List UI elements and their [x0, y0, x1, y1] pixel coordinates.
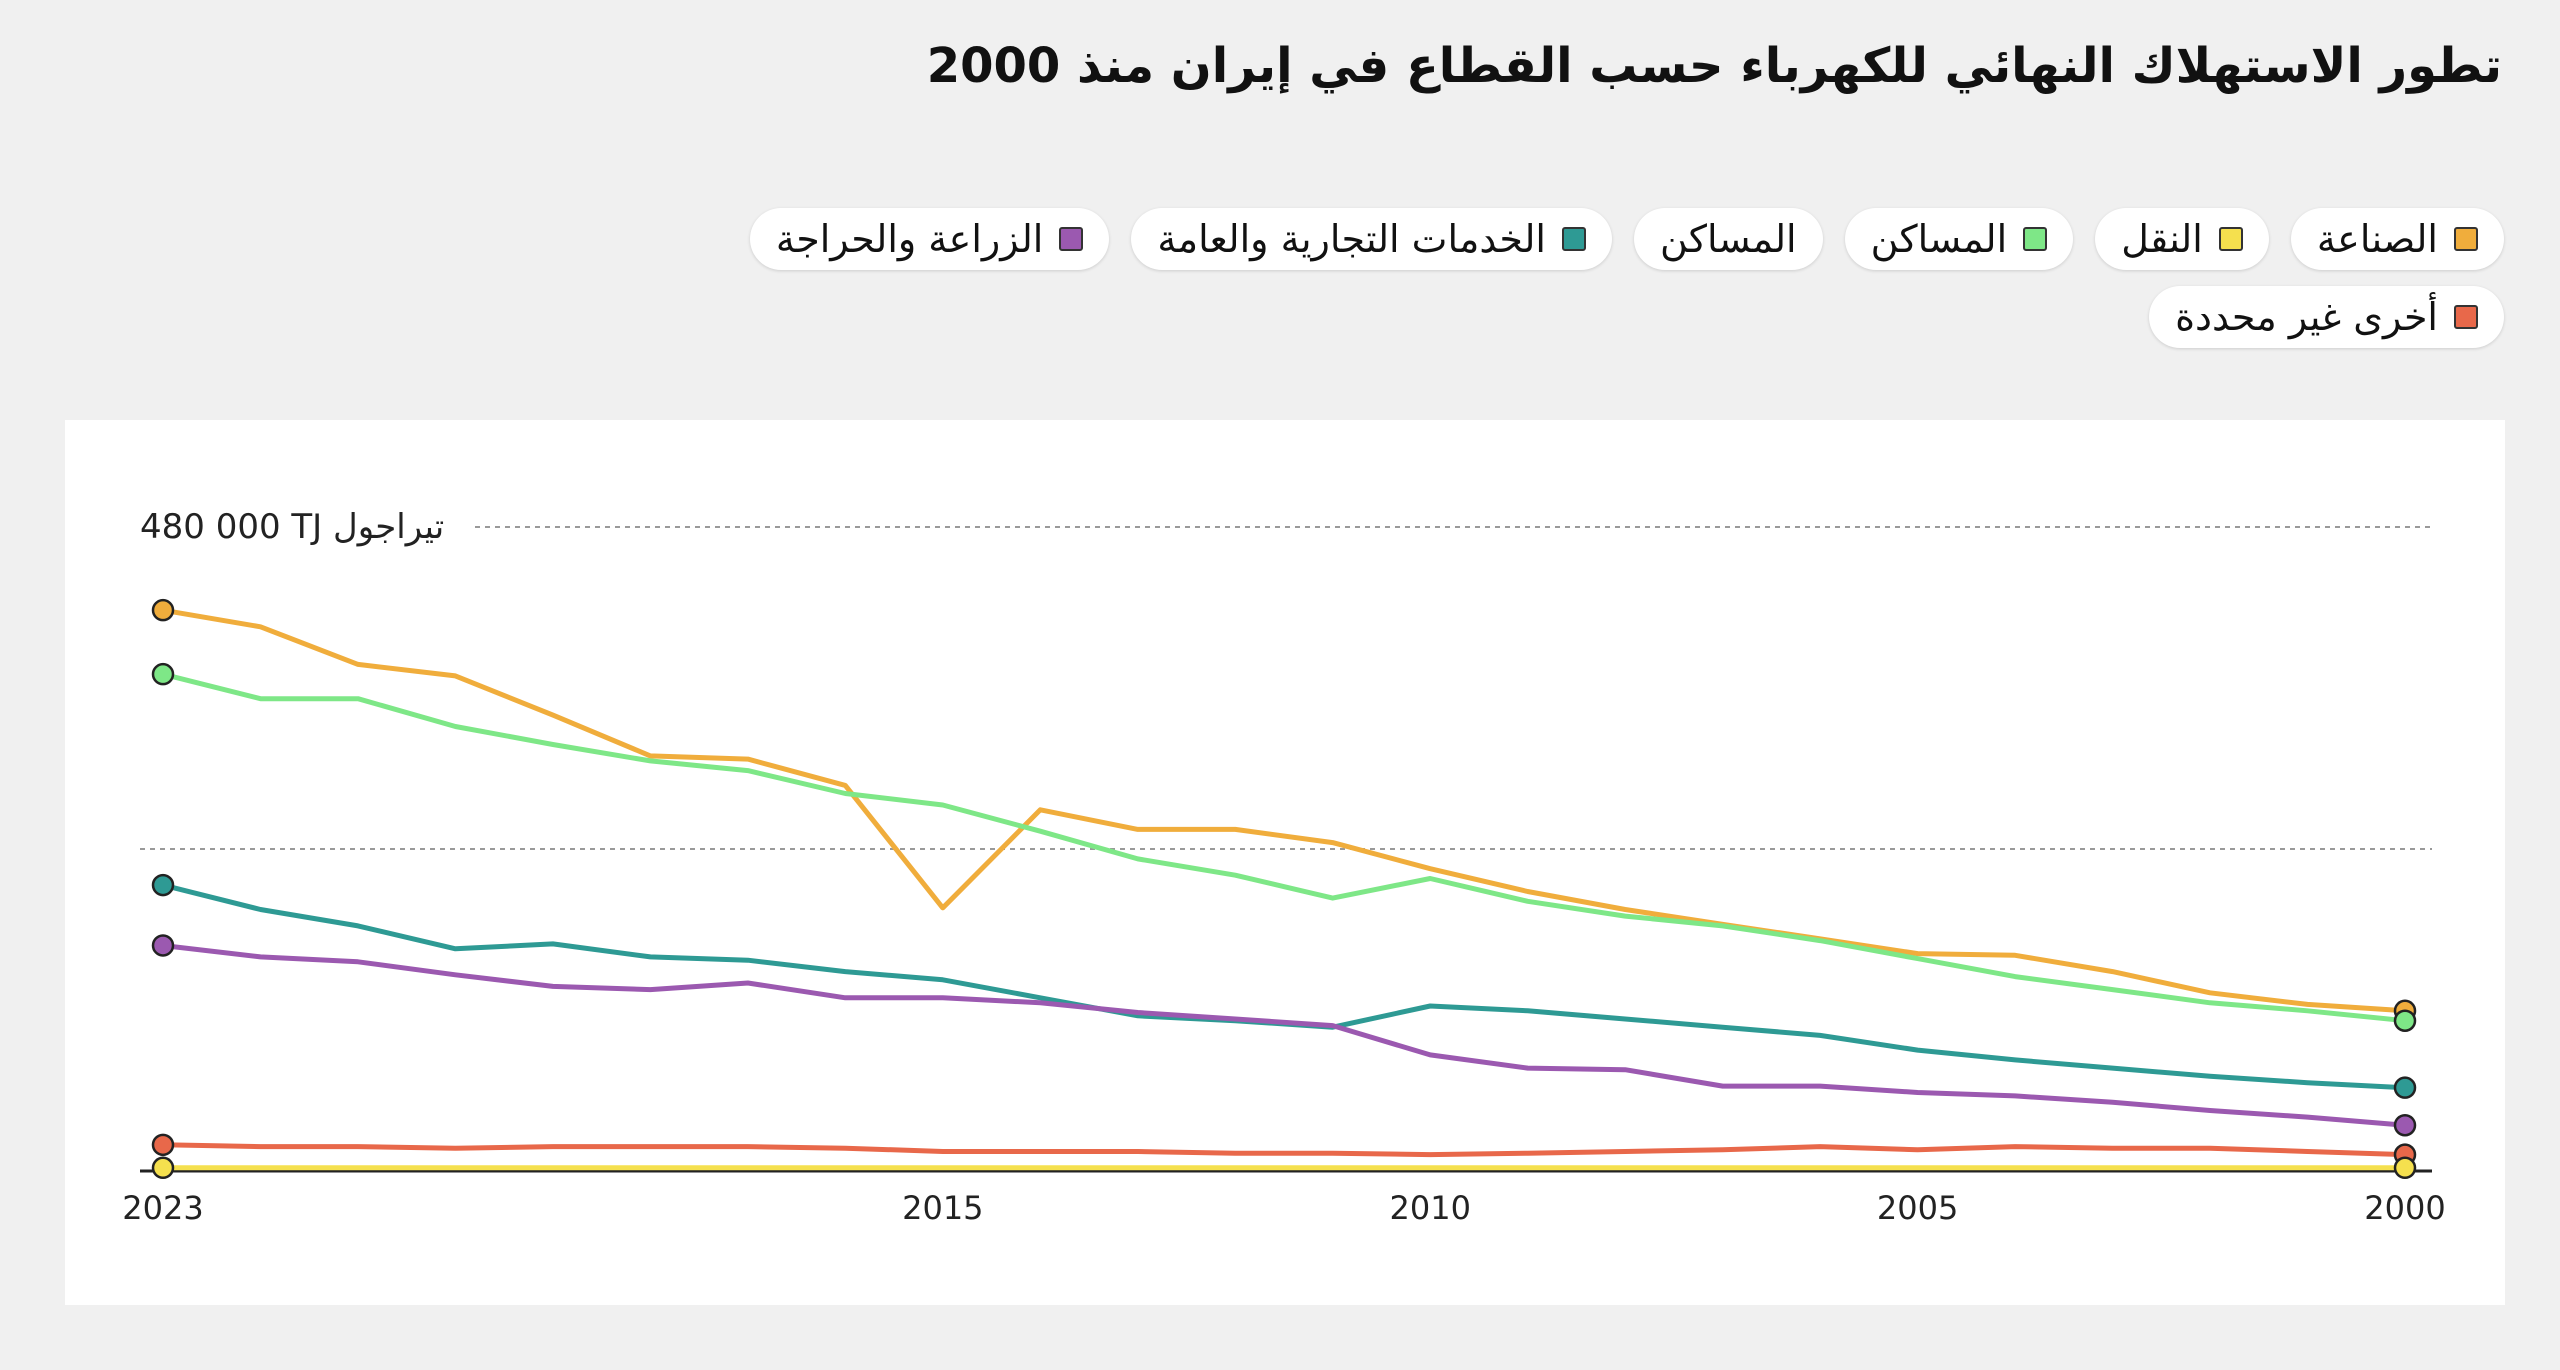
series-endpoint: [2393, 1009, 2417, 1032]
x-tick-label: 2005: [1877, 1189, 1958, 1227]
legend-swatch: [1059, 227, 1084, 251]
legend: الصناعة النقل المساكن المساكن الخدمات ال…: [504, 208, 2504, 348]
series-endpoint: [151, 873, 175, 897]
chart-title: تطور الاستهلاك النهائي للكهرباء حسب القط…: [926, 38, 2502, 94]
line-chart: 480 000 TJ تيراجول 2023 2015 2010 2005 2000: [122, 507, 2445, 1227]
legend-item-commercial[interactable]: الخدمات التجارية والعامة: [1131, 208, 1612, 270]
series-line: [162, 882, 2406, 1091]
legend-item-industry[interactable]: الصناعة: [2290, 208, 2504, 270]
series-line: [162, 671, 2406, 1024]
series-endpoint: [2393, 1156, 2417, 1180]
legend-item-other[interactable]: أخرى غير محددة: [2149, 286, 2504, 348]
series-endpoint: [151, 1156, 175, 1180]
x-tick-label: 2010: [1389, 1189, 1470, 1227]
legend-item-transport[interactable]: النقل: [2095, 208, 2269, 270]
y-top-label: 480 000 TJ تيراجول: [140, 507, 444, 547]
legend-swatch: [2218, 227, 2243, 251]
x-tick-label: 2000: [2364, 1189, 2445, 1227]
legend-swatch: [1561, 227, 1586, 251]
legend-item-residential-duplicate[interactable]: المساكن: [1633, 208, 1823, 270]
legend-label: الزراعة والحراجة: [775, 217, 1044, 261]
series-endpoint: [2393, 1076, 2417, 1099]
legend-swatch: [2023, 227, 2048, 251]
legend-swatch: [2454, 305, 2478, 329]
legend-swatch: [2454, 227, 2478, 251]
series-endpoint: [151, 662, 175, 686]
legend-item-residential[interactable]: المساكن: [1844, 208, 2074, 270]
legend-label: النقل: [2121, 217, 2203, 261]
series-line: [162, 607, 2406, 1014]
legend-item-agriculture[interactable]: الزراعة والحراجة: [749, 208, 1110, 270]
chart-panel: 480 000 TJ تيراجول 2023 2015 2010 2005 2000: [65, 420, 2505, 1305]
x-tick-label: 2023: [122, 1189, 203, 1227]
series-line: [162, 943, 2406, 1128]
x-tick-label: 2015: [902, 1189, 983, 1227]
legend-label: الخدمات التجارية والعامة: [1157, 217, 1546, 261]
legend-label: المساكن: [1870, 217, 2008, 261]
legend-label: المساكن: [1659, 217, 1797, 261]
series-endpoint: [2393, 1113, 2417, 1137]
legend-label: أخرى غير محددة: [2175, 295, 2438, 339]
legend-label: الصناعة: [2316, 217, 2438, 261]
series-endpoint: [151, 598, 175, 622]
series-endpoint: [151, 1133, 175, 1157]
series-line: [162, 1142, 2406, 1158]
series-endpoint: [151, 934, 175, 957]
